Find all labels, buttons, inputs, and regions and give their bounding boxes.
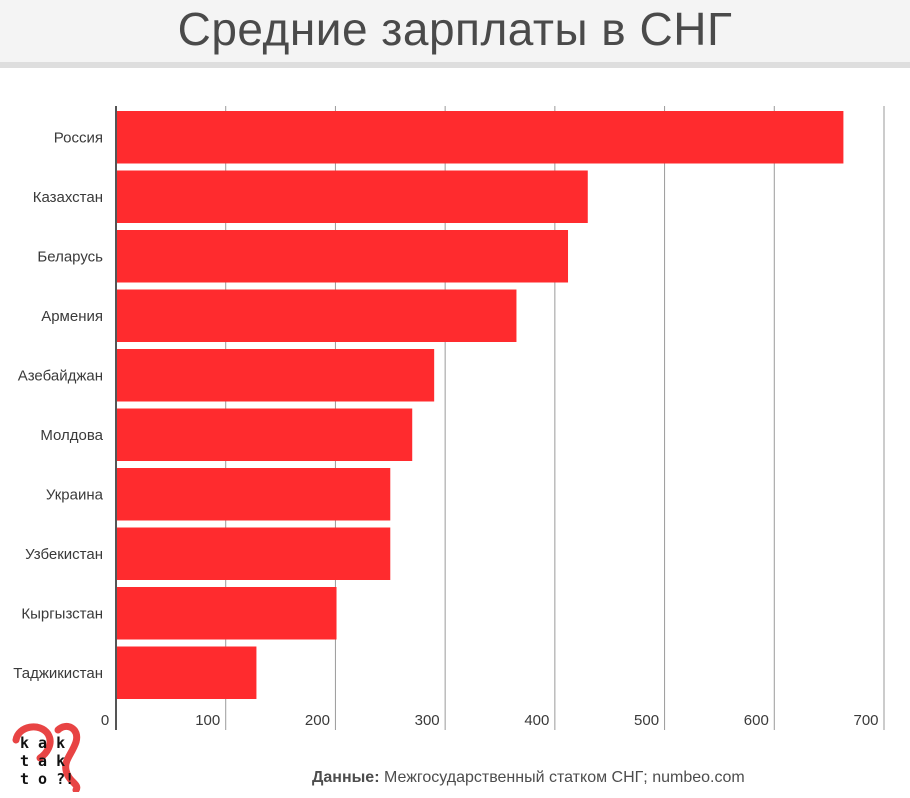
x-tick-label: 600: [744, 712, 769, 729]
category-label: Молдова: [40, 427, 103, 444]
category-label: Россия: [54, 129, 103, 146]
bar-1: [116, 111, 844, 164]
bar-9: [116, 587, 337, 640]
logo-line-1: k a k: [20, 734, 65, 752]
logo-line-3: t o ?!: [20, 770, 74, 788]
bar-5: [116, 349, 435, 402]
bar-7: [116, 468, 391, 521]
x-tick-label: 300: [415, 712, 440, 729]
bar-3: [116, 230, 569, 283]
bar-8: [116, 527, 391, 580]
category-label: Казахстан: [33, 189, 103, 206]
category-label: Украина: [46, 486, 104, 503]
bar-6: [116, 408, 413, 461]
source-note: Данные: Межгосударственный статком СНГ; …: [312, 769, 745, 787]
category-label: Таджикистан: [13, 665, 103, 682]
category-label: Узбекистан: [25, 546, 103, 563]
bar-10: [116, 646, 257, 699]
x-tick-label: 200: [305, 712, 330, 729]
page-title: Средние зарплаты в СНГ: [177, 3, 733, 55]
x-tick-label: 500: [634, 712, 659, 729]
title-divider: [0, 62, 910, 68]
logo-swirl-shape: [12, 723, 81, 792]
x-tick-label: 0: [101, 712, 109, 729]
x-tick-label: 700: [853, 712, 878, 729]
x-tick-label: 400: [524, 712, 549, 729]
logo-line-2: t a k: [20, 752, 65, 770]
title-band: [0, 0, 910, 62]
category-label: Беларусь: [37, 248, 103, 265]
kaktakto-logo: k a k t a k t o ?!: [12, 723, 81, 792]
category-label: Кыргызстан: [21, 605, 103, 622]
x-tick-label: 100: [195, 712, 220, 729]
category-label: Азебайджан: [18, 367, 103, 384]
bar-2: [116, 170, 588, 223]
bar-4: [116, 289, 517, 342]
category-label: Армения: [41, 308, 103, 325]
source-label: Данные:: [312, 769, 380, 786]
source-text: Межгосударственный статком СНГ; numbeo.c…: [383, 769, 745, 786]
